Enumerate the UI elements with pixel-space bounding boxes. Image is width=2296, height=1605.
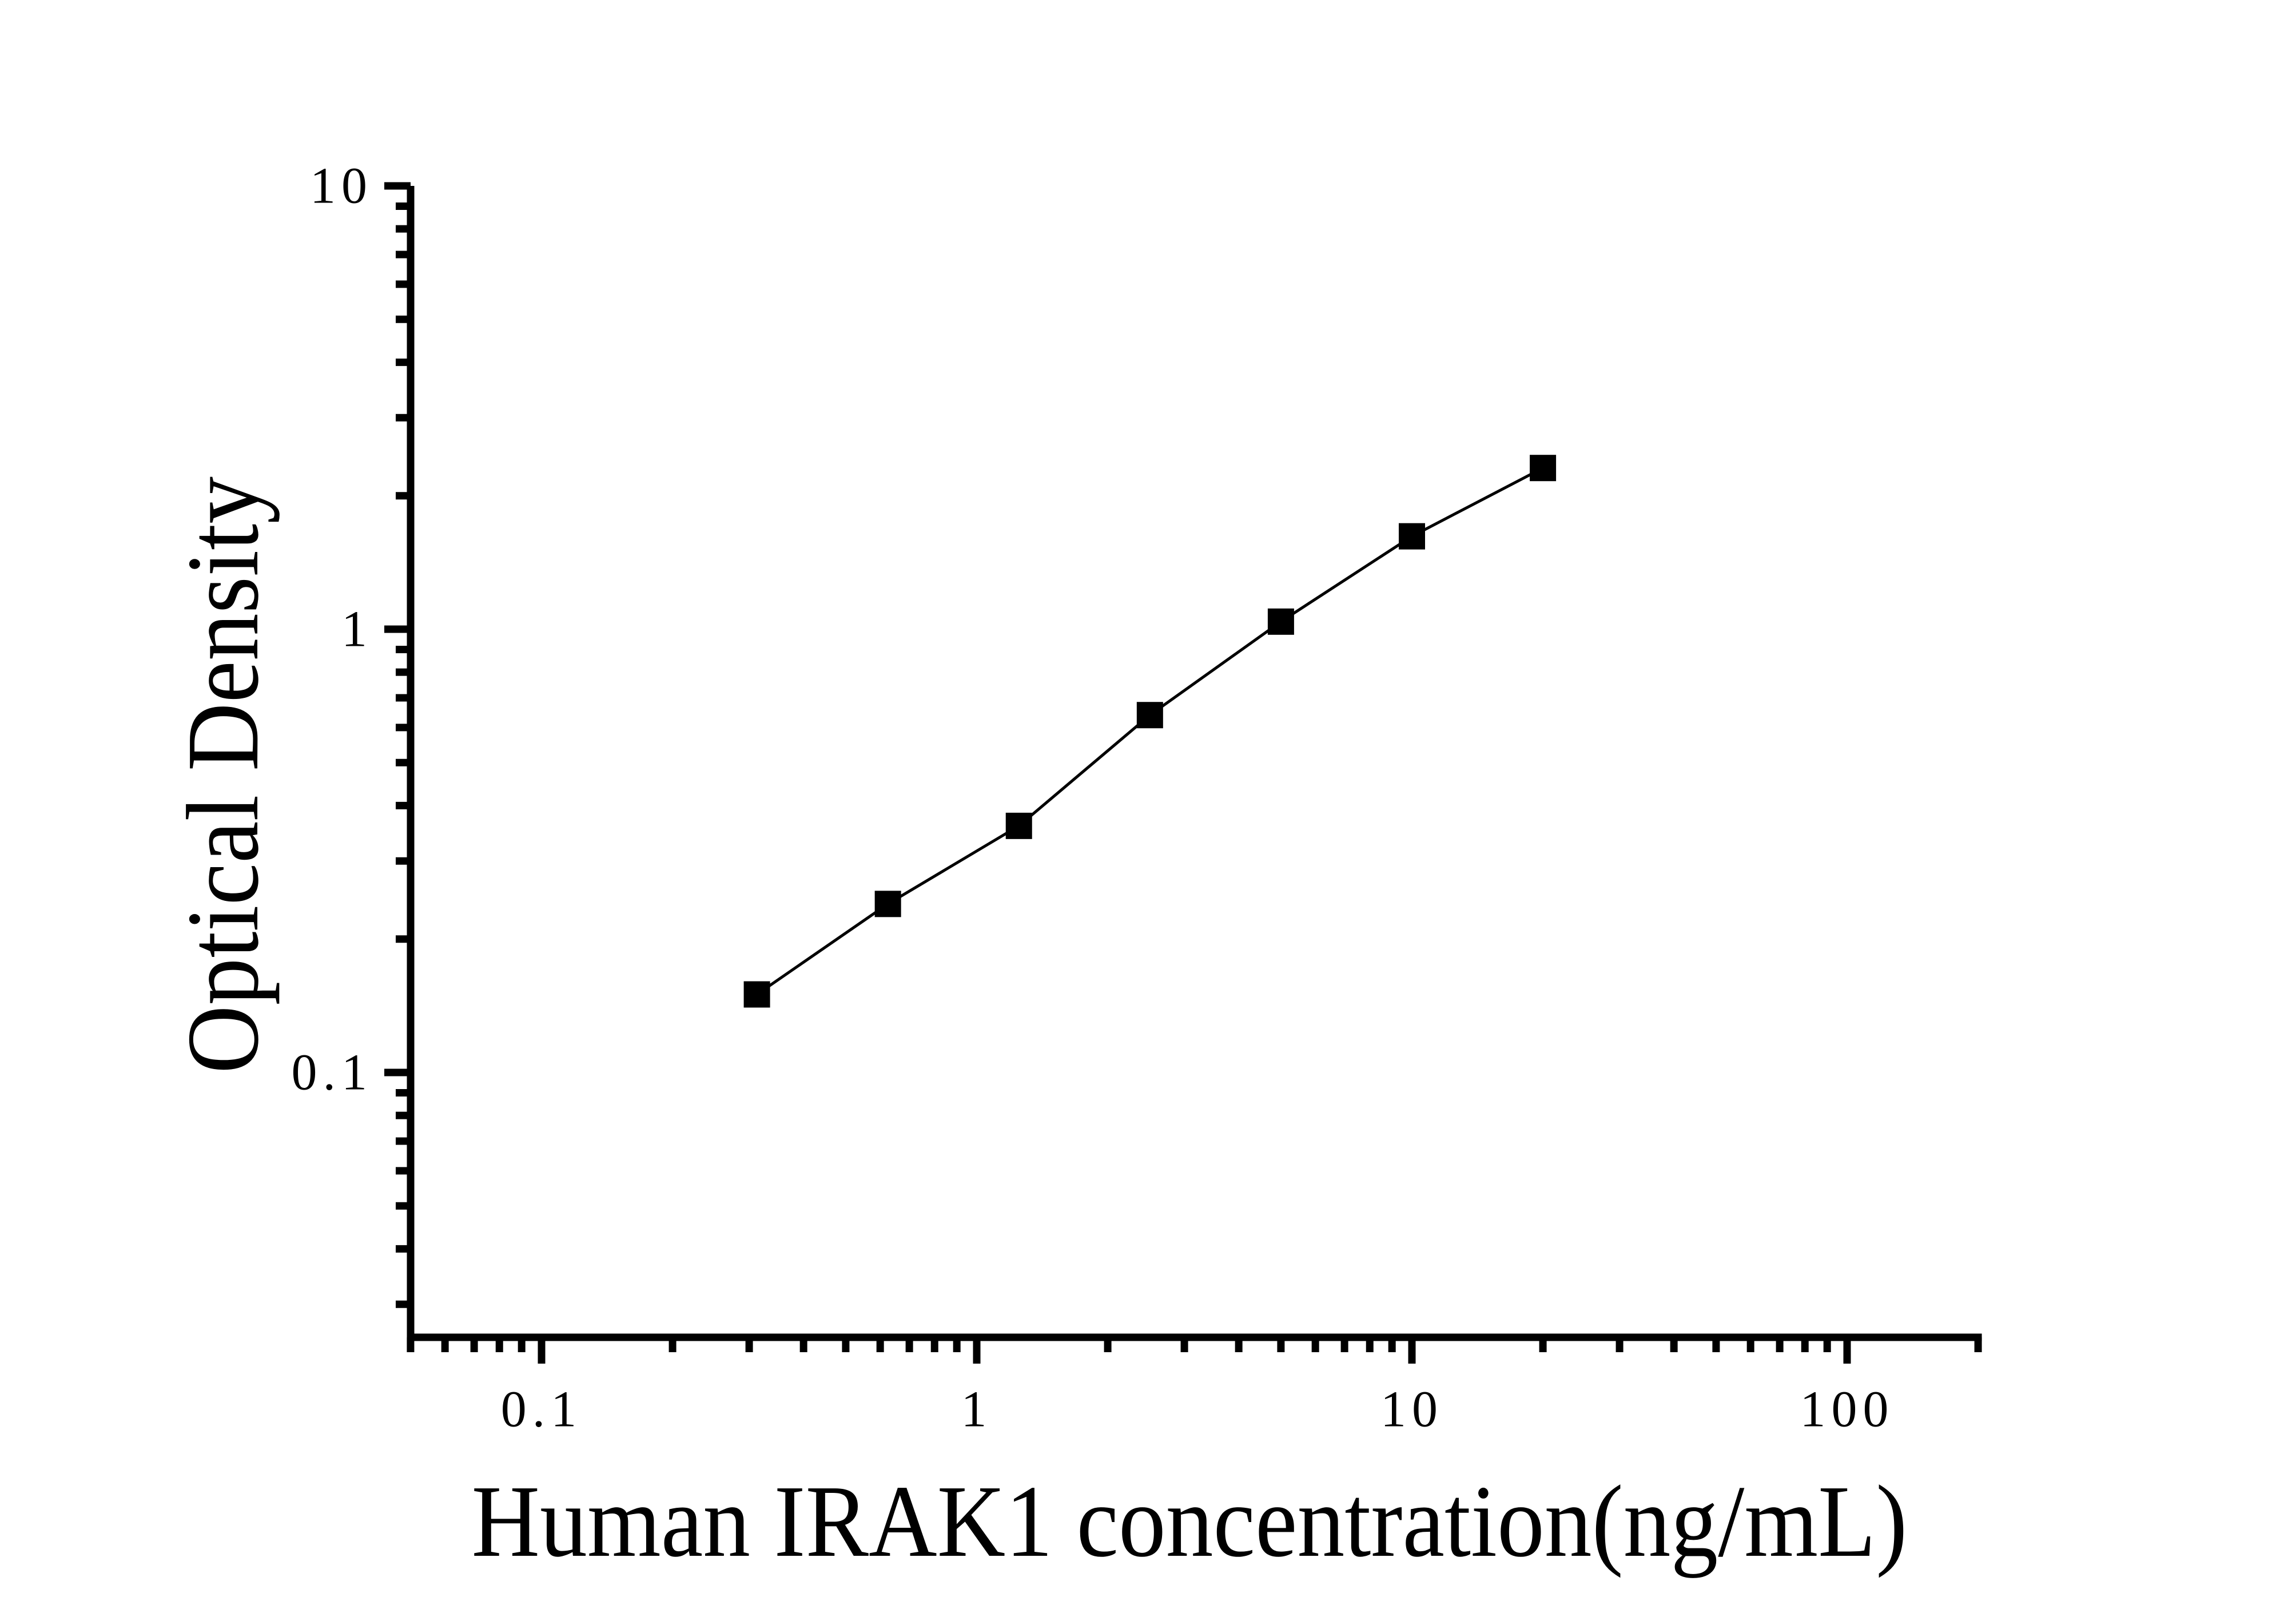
data-point-marker <box>874 891 901 917</box>
x-axis-title: Human IRAK1 concentration(ng/mL) <box>471 1464 1908 1578</box>
x-tick-label: 100 <box>1800 1381 1895 1438</box>
data-point-marker <box>1005 812 1032 839</box>
data-point-marker <box>1530 455 1557 482</box>
data-point-marker <box>1399 523 1425 550</box>
data-point-marker <box>1267 608 1294 635</box>
data-point-marker <box>743 981 770 1008</box>
x-tick-label: 1 <box>961 1381 993 1438</box>
y-axis-title: Optical Density <box>166 476 280 1074</box>
y-tick-label: 1 <box>341 601 373 658</box>
x-tick-label: 10 <box>1380 1381 1443 1438</box>
y-tick-label: 0.1 <box>292 1044 373 1101</box>
data-point-marker <box>1136 702 1163 729</box>
x-tick-label: 0.1 <box>501 1381 583 1438</box>
y-tick-label: 10 <box>310 158 373 214</box>
